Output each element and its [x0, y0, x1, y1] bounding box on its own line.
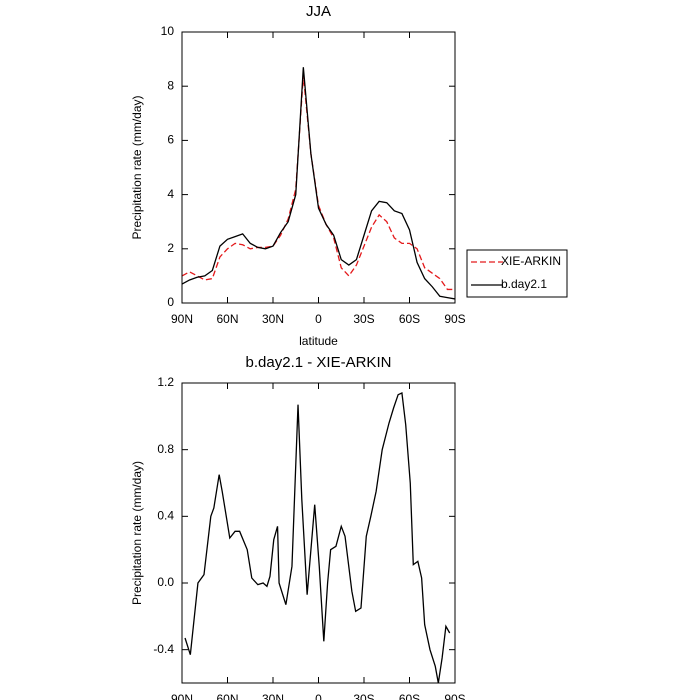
y-tick-label: 0.8 [157, 442, 174, 456]
y-tick-label: 6 [167, 133, 174, 147]
x-tick-label: 30N [262, 312, 284, 326]
x-tick-label: 60N [216, 692, 238, 700]
x-tick-label: 60S [399, 692, 420, 700]
x-tick-label: 30S [353, 692, 374, 700]
x-axis-label: latitude [299, 334, 338, 348]
plot-frame [181, 31, 456, 304]
data-line [181, 75, 455, 291]
y-axis-label: Precipitation rate (mm/day) [130, 95, 144, 239]
x-tick-label: 90N [171, 692, 193, 700]
chart-title: b.day2.1 - XIE-ARKIN [246, 354, 392, 371]
y-tick-label: 0.0 [157, 575, 174, 589]
chart-title: JJA [306, 3, 331, 20]
data-line [181, 67, 456, 300]
x-tick-label: 60N [216, 312, 238, 326]
x-tick-label: 90S [444, 312, 465, 326]
x-tick-label: 30N [262, 692, 284, 700]
x-tick-label: 0 [315, 312, 322, 326]
x-tick-label: 30S [353, 312, 374, 326]
y-tick-label: 1.2 [157, 375, 174, 389]
y-axis-label: Precipitation rate (mm/day) [130, 461, 144, 605]
data-line [184, 392, 451, 684]
y-tick-label: 2 [167, 241, 174, 255]
y-tick-label: -0.4 [153, 642, 174, 656]
x-tick-label: 0 [315, 692, 322, 700]
plot-frame [181, 382, 456, 684]
y-tick-label: 0 [167, 295, 174, 309]
x-tick-label: 60S [399, 312, 420, 326]
y-tick-label: 0.4 [157, 509, 174, 523]
legend-label: b.day2.1 [501, 277, 547, 291]
x-tick-label: 90N [171, 312, 193, 326]
x-tick-label: 90S [444, 692, 465, 700]
legend-box [466, 249, 568, 298]
legend-label: XIE-ARKIN [501, 254, 561, 268]
y-tick-label: 8 [167, 78, 174, 92]
y-tick-label: 10 [161, 24, 175, 38]
y-tick-label: 4 [167, 187, 174, 201]
